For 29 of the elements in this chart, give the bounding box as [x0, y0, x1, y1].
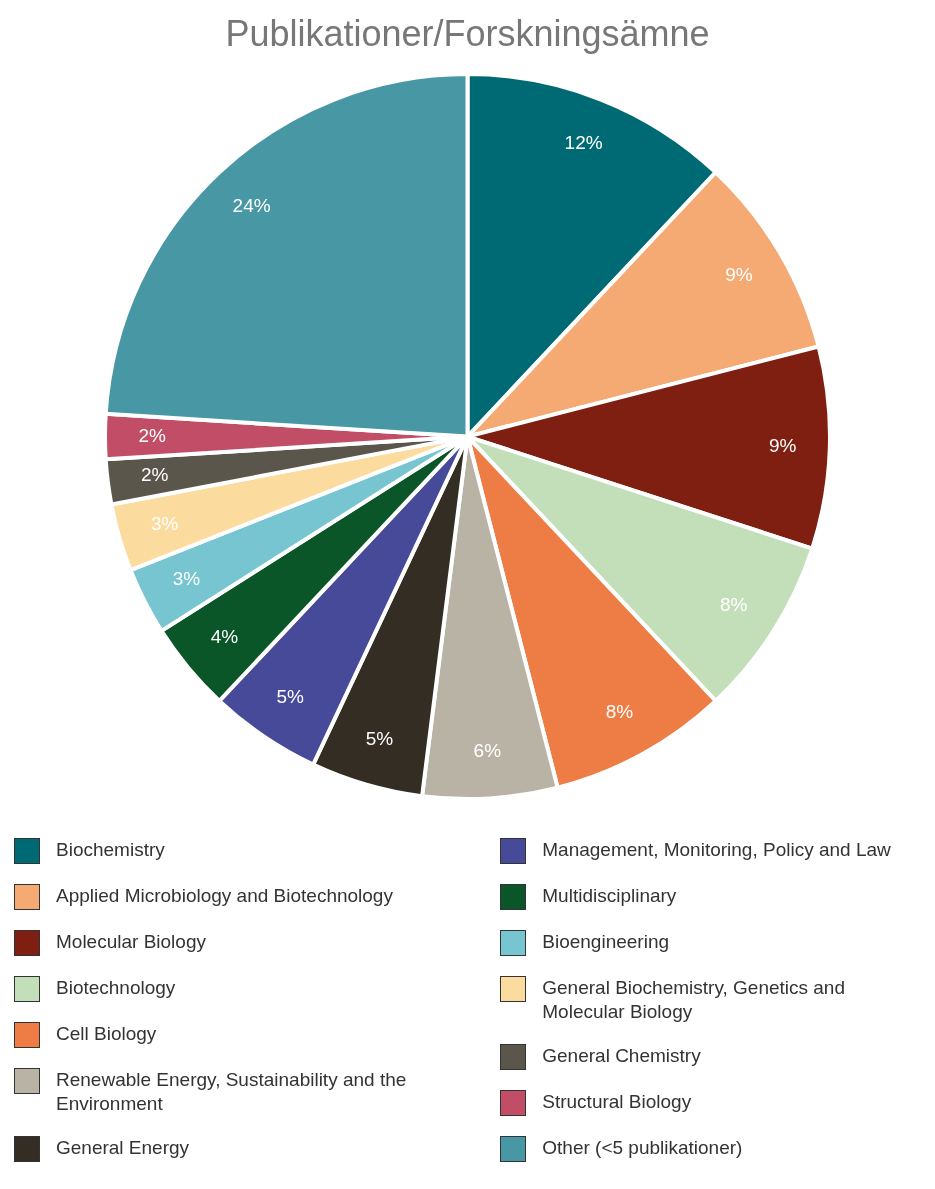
chart-title: Publikationer/Forskningsämne — [225, 12, 710, 54]
data-label: 4% — [210, 625, 239, 647]
data-label: 6% — [473, 739, 502, 761]
legend-label: Biotechnology — [56, 976, 176, 1000]
legend-label: General Biochemistry, Genetics and Molecular Biology — [542, 976, 846, 1024]
legend-label: Structural Biology — [542, 1090, 692, 1114]
legend-label: General Chemistry — [542, 1044, 701, 1068]
data-label: 8% — [605, 701, 634, 723]
data-label: 3% — [172, 568, 201, 590]
data-label: 2% — [140, 464, 169, 486]
legend-label: Bioengineering — [542, 930, 670, 954]
legend-label: Multidisciplinary — [542, 884, 677, 908]
data-label: 3% — [150, 512, 179, 534]
data-label: 5% — [276, 685, 305, 707]
legend-label: Renewable Energy, Sustainability and the Environment — [56, 1068, 408, 1116]
legend-label: Molecular Biology — [56, 930, 206, 954]
data-label: 8% — [720, 593, 748, 615]
legend-label: Applied Microbiology and Biotechnology — [56, 884, 393, 908]
legend-label: Management, Monitoring, Policy and Law — [542, 838, 891, 862]
legend-label: Other (<5 publikationer) — [542, 1136, 743, 1160]
legend-label: Biochemistry — [56, 838, 165, 862]
data-label: 9% — [725, 264, 753, 286]
legend-label: Cell Biology — [56, 1022, 157, 1046]
data-label: 5% — [365, 727, 394, 749]
legend-label: General Energy — [56, 1136, 190, 1160]
data-label: 2% — [138, 424, 166, 446]
data-label: 24% — [232, 194, 271, 216]
data-label: 12% — [564, 131, 603, 153]
data-label: 9% — [768, 434, 797, 456]
